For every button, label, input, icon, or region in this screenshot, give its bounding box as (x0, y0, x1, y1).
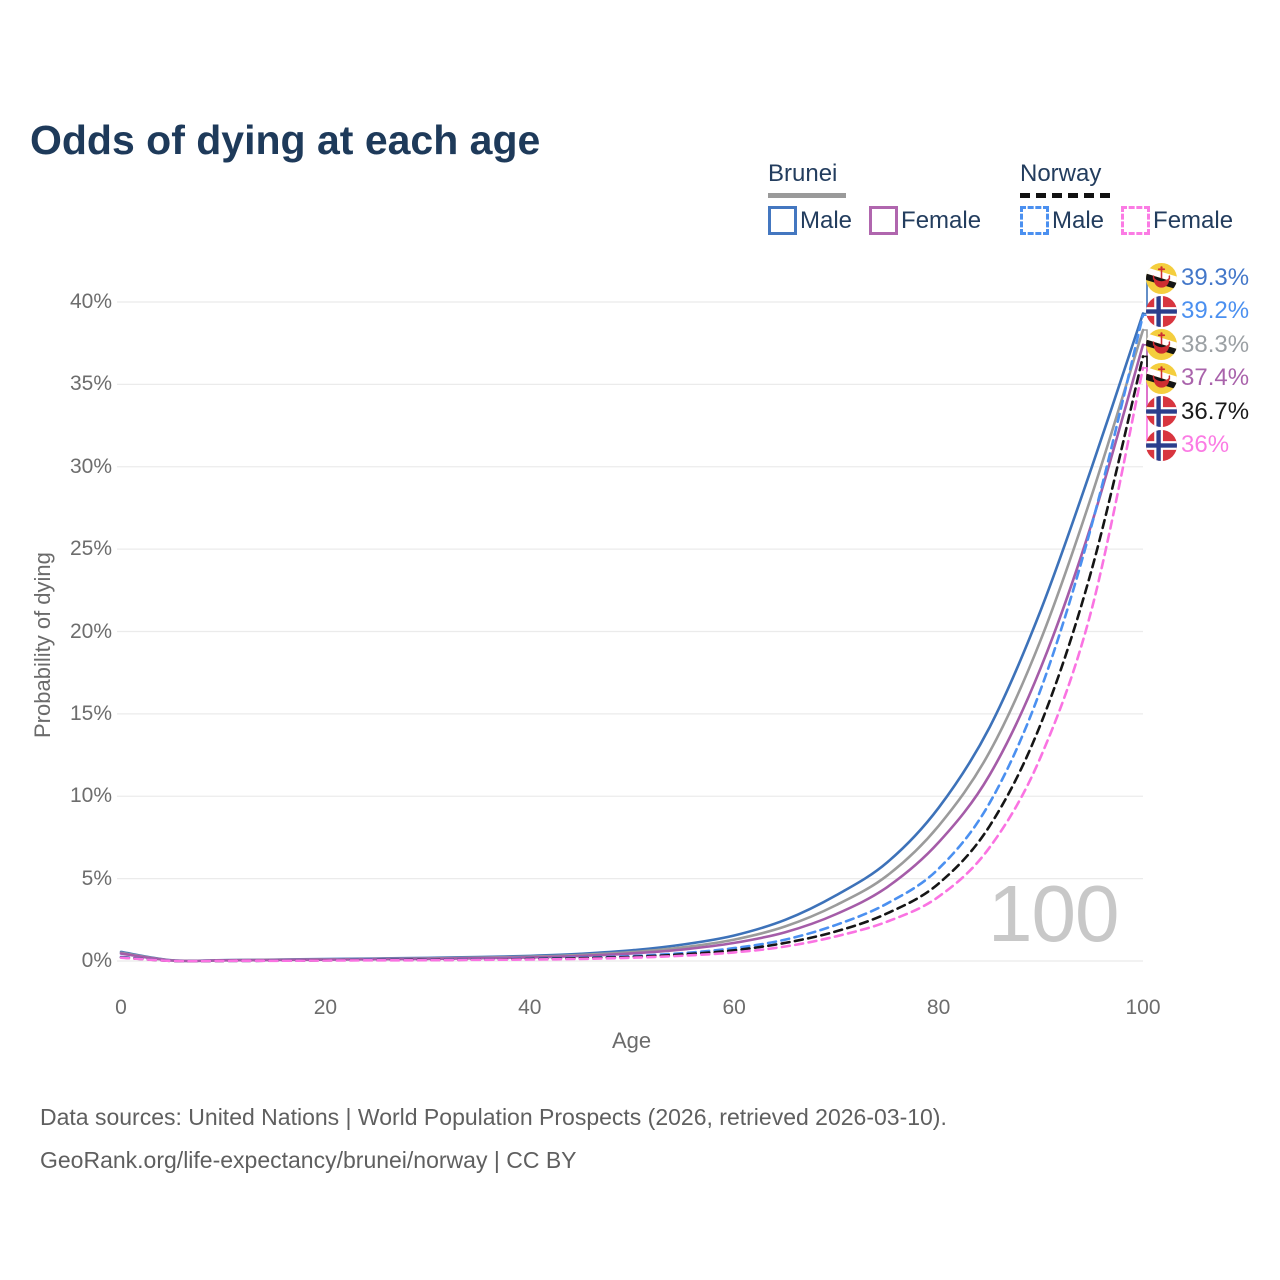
series-line-norway-female (119, 366, 1145, 963)
legend-swatch-norway-male[interactable] (1020, 206, 1049, 235)
legend-swatch-brunei-female[interactable] (869, 206, 899, 235)
y-tick-label: 40% (69, 290, 112, 313)
series-line-norway-male (119, 313, 1145, 963)
brunei-flag-icon (1146, 329, 1177, 361)
legend-swatch-brunei-male[interactable] (768, 206, 797, 235)
legend-group-norway: Norway Male Female (1020, 160, 1250, 235)
age-counter-watermark: 100 (988, 869, 1119, 958)
y-tick-label: 5% (81, 866, 112, 890)
y-tick-label: 10% (69, 784, 112, 808)
y-axis-label: Probability of dying (30, 552, 55, 738)
data-sources-line: Data sources: United Nations | World Pop… (40, 1104, 947, 1130)
end-label-brunei-female: 37.4% (1146, 362, 1249, 394)
series-line-brunei-female (119, 343, 1145, 963)
norway-flag-icon (1146, 429, 1177, 461)
x-tick-label: 0 (115, 996, 127, 1019)
legend-country-norway: Norway (1020, 160, 1102, 187)
legend-label-norway-female[interactable]: Female (1153, 206, 1234, 234)
x-tick-label: 40 (518, 996, 542, 1019)
y-tick-label: 35% (69, 372, 112, 396)
end-value-label: 39.3% (1181, 264, 1250, 291)
footer-attribution: Data sources: United Nations | World Pop… (40, 1096, 947, 1181)
brunei-solid-line-sample (768, 193, 846, 198)
norway-dashed-line-sample (1020, 193, 1110, 198)
x-tick-label: 60 (722, 996, 746, 1019)
series-line-norway-both (119, 355, 1145, 963)
y-tick-label: 25% (69, 537, 112, 561)
legend-label-brunei-male[interactable]: Male (800, 206, 853, 234)
x-tick-label: 80 (926, 996, 951, 1019)
y-tick-label: 30% (69, 454, 112, 478)
end-value-label: 39.2% (1181, 297, 1250, 325)
license-line: GeoRank.org/life-expectancy/brunei/norwa… (40, 1146, 577, 1173)
legend-label-norway-male[interactable]: Male (1052, 206, 1105, 234)
end-label-norway-both: 36.7% (1146, 396, 1249, 428)
x-tick-label: 100 (1125, 996, 1161, 1019)
page-title: Odds of dying at each age (30, 117, 541, 164)
end-value-label: 36.7% (1181, 397, 1250, 425)
norway-flag-icon (1146, 295, 1177, 327)
y-tick-label: 0% (81, 949, 112, 972)
x-axis-label: Age (612, 1028, 652, 1053)
y-tick-label: 15% (69, 701, 112, 725)
series-line-brunei-both (119, 328, 1145, 963)
brunei-flag-icon (1146, 362, 1177, 394)
end-label-norway-male: 39.2% (1146, 295, 1249, 327)
series-line-brunei-male (119, 312, 1145, 963)
end-label-brunei-male: 39.3% (1146, 262, 1249, 294)
legend-swatch-norway-female[interactable] (1121, 206, 1151, 235)
end-value-label: 38.3% (1181, 330, 1250, 358)
legend-group-brunei: Brunei Male Female (768, 160, 998, 235)
y-tick-label: 20% (69, 619, 112, 643)
end-value-label: 37.4% (1181, 364, 1250, 392)
legend-country-brunei: Brunei (768, 160, 838, 187)
x-tick-label: 20 (313, 996, 338, 1019)
legend-label-brunei-female[interactable]: Female (901, 206, 982, 234)
norway-flag-icon (1146, 396, 1177, 428)
end-label-brunei-both: 38.3% (1146, 329, 1249, 361)
brunei-flag-icon (1146, 262, 1177, 294)
end-label-norway-female: 36% (1146, 429, 1229, 461)
end-value-label: 36% (1181, 431, 1230, 458)
